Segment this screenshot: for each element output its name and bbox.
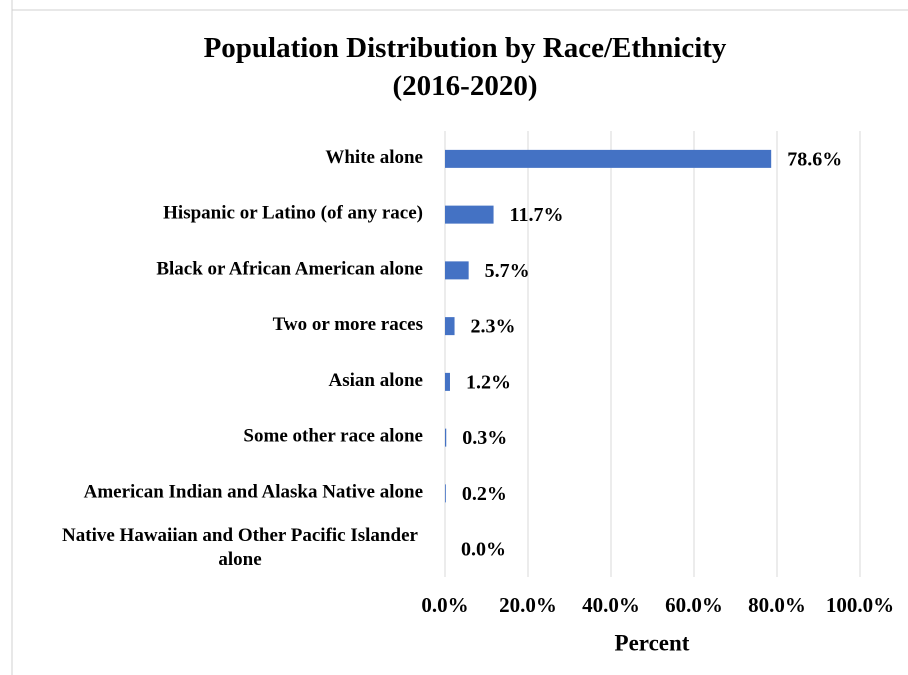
- bar: [445, 372, 450, 391]
- bar: [445, 428, 447, 447]
- chart-title: Population Distribution by Race/Ethnicit…: [204, 32, 727, 102]
- bar: [445, 484, 446, 503]
- x-tick-label: 100.0%: [826, 593, 894, 617]
- bar: [445, 149, 772, 168]
- category-label: Native Hawaiian and Other Pacific Island…: [62, 525, 418, 570]
- x-tick-label: 40.0%: [582, 593, 640, 617]
- value-label: 11.7%: [510, 204, 564, 226]
- x-axis-title: Percent: [615, 630, 690, 655]
- category-label: Asian alone: [329, 370, 424, 391]
- bar: [445, 205, 494, 224]
- category-label: Hispanic or Latino (of any race): [163, 203, 423, 224]
- category-label: Two or more races: [273, 314, 423, 335]
- category-label: Some other race alone: [243, 426, 423, 447]
- x-tick-label: 20.0%: [499, 593, 557, 617]
- value-label: 2.3%: [471, 316, 516, 338]
- x-tick-label: 0.0%: [421, 593, 468, 617]
- bar: [445, 261, 469, 280]
- category-label: American Indian and Alaska Native alone: [84, 482, 423, 503]
- value-label: 1.2%: [466, 371, 511, 393]
- x-tick-label: 60.0%: [665, 593, 723, 617]
- value-label: 78.6%: [787, 148, 842, 170]
- value-label: 0.2%: [462, 483, 507, 505]
- value-label: 5.7%: [485, 260, 530, 282]
- category-label: White alone: [325, 147, 423, 168]
- value-label: 0.3%: [462, 427, 507, 449]
- bar: [445, 317, 455, 336]
- category-label: Black or African American alone: [156, 259, 423, 280]
- value-label: 0.0%: [461, 539, 506, 561]
- x-tick-label: 80.0%: [748, 593, 806, 617]
